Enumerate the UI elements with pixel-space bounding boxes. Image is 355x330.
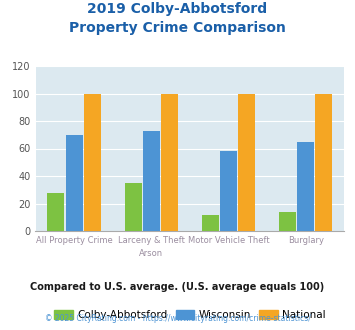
Bar [238,93,255,231]
Bar [202,214,219,231]
Legend: Colby-Abbotsford, Wisconsin, National: Colby-Abbotsford, Wisconsin, National [50,306,330,324]
Text: © 2025 CityRating.com - https://www.cityrating.com/crime-statistics/: © 2025 CityRating.com - https://www.city… [45,314,310,323]
Text: Burglary: Burglary [288,236,324,245]
Text: Compared to U.S. average. (U.S. average equals 100): Compared to U.S. average. (U.S. average … [31,282,324,292]
Text: 2019 Colby-Abbotsford: 2019 Colby-Abbotsford [87,2,268,16]
Bar [125,183,142,231]
Bar [48,192,65,231]
Text: Larceny & Theft: Larceny & Theft [118,236,185,245]
Text: All Property Crime: All Property Crime [36,236,113,245]
Bar [279,212,296,231]
Bar [297,142,314,231]
Bar [66,135,83,231]
Bar [161,93,178,231]
Text: Motor Vehicle Theft: Motor Vehicle Theft [188,236,269,245]
Bar [315,93,332,231]
Bar [143,131,160,231]
Text: Arson: Arson [139,249,163,258]
Bar [84,93,101,231]
Bar [220,151,237,231]
Text: Property Crime Comparison: Property Crime Comparison [69,21,286,35]
